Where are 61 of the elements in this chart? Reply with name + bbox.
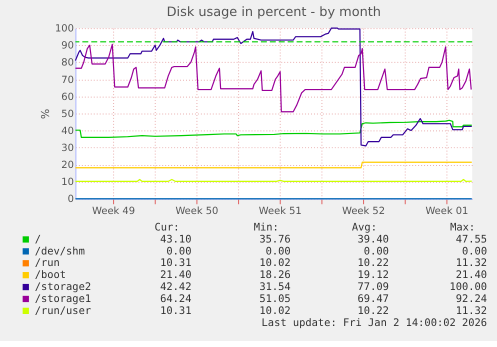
line-series	[74, 120, 472, 138]
text: Cur:	[154, 222, 180, 234]
text: 92.24	[456, 292, 488, 305]
x-tick-label: Week 51	[258, 206, 302, 218]
y-axis-title: %	[39, 108, 52, 120]
text: 21.40	[160, 269, 192, 282]
text: 31.54	[259, 281, 291, 294]
y-tick-label: 10	[61, 177, 74, 188]
x-tick-label: Week 50	[175, 206, 218, 218]
text: 64.24	[160, 292, 192, 305]
legend-label: /dev/shm	[34, 245, 85, 258]
text: 18.26	[259, 269, 291, 282]
legend-label: /run/user	[34, 304, 92, 317]
text: Avg:	[352, 222, 377, 234]
x-tick-label: Week 49	[92, 206, 136, 218]
y-tick-label: 90	[61, 40, 74, 52]
chart-title: Disk usage in percent - by month	[166, 5, 381, 20]
text: 10.02	[259, 304, 291, 317]
text: 10.22	[358, 304, 389, 317]
text: 11.32	[456, 304, 488, 317]
text: 69.47	[358, 292, 389, 305]
text: 35.76	[259, 233, 291, 246]
legend-label: /storage1	[34, 292, 92, 305]
y-tick-label: 20	[61, 160, 74, 172]
legend-label: /storage2	[34, 281, 92, 294]
text: 43.10	[160, 233, 192, 246]
text: Max:	[450, 222, 476, 234]
text: 47.55	[456, 233, 488, 246]
text: 0.00	[166, 245, 192, 258]
text: 0.00	[364, 245, 389, 258]
y-tick-label: 0	[68, 194, 74, 206]
text: 10.02	[259, 257, 291, 270]
text: 21.40	[456, 269, 488, 282]
legend-label: /	[34, 233, 41, 246]
line-series	[74, 44, 472, 112]
text: 0.00	[462, 245, 488, 258]
text: 39.40	[358, 233, 389, 246]
text: 100.00	[449, 281, 488, 294]
text: Last update: Fri Jan 2 14:00:02 2026	[262, 316, 488, 329]
y-tick-label: 60	[61, 92, 74, 103]
text: 77.09	[358, 281, 389, 294]
legend-label: /boot	[34, 269, 66, 282]
text: 51.05	[259, 292, 291, 305]
y-tick-label: 70	[61, 74, 74, 86]
text: 11.32	[456, 257, 488, 270]
x-tick-label: Week 01	[425, 206, 468, 218]
legend-label: /run	[34, 257, 60, 270]
y-tick-label: 50	[61, 108, 74, 120]
x-tick-label: Week 52	[342, 206, 386, 218]
y-tick-label: 30	[61, 143, 74, 154]
line-series	[74, 28, 472, 146]
text: 19.12	[358, 269, 389, 282]
text: 10.31	[160, 257, 192, 270]
text: 0.00	[266, 245, 291, 258]
text: 10.31	[160, 304, 192, 317]
y-tick-label: 80	[61, 58, 74, 69]
y-tick-label: 100	[54, 24, 74, 35]
text: Min:	[254, 222, 279, 234]
text: 42.42	[160, 281, 192, 294]
y-tick-label: 40	[61, 126, 74, 137]
text: 10.22	[358, 257, 389, 270]
